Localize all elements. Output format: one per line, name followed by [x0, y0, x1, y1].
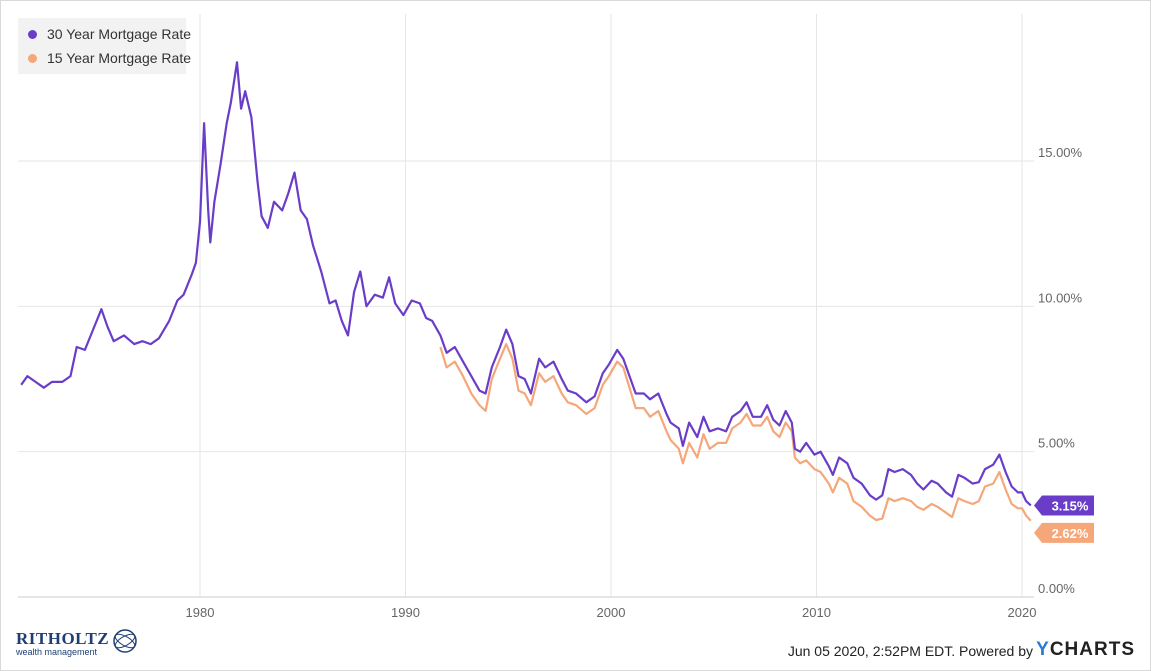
grid-lines: [18, 14, 1034, 598]
legend-dot-icon: [28, 53, 37, 63]
last-value-label: 3.15%: [1052, 498, 1089, 513]
x-tick-label: 1980: [186, 605, 215, 620]
y-axis-ticks: 0.00% 5.00% 10.00% 15.00%: [1038, 145, 1083, 596]
logo-subtitle: wealth management: [16, 647, 98, 657]
legend-item-15-year[interactable]: 15 Year Mortgage Rate: [28, 48, 191, 68]
x-axis-ticks: 1980 1990 2000 2010 2020: [186, 605, 1037, 620]
x-tick-label: 2020: [1008, 605, 1037, 620]
globe-logo-icon: [113, 629, 137, 653]
series-line-0: [20, 61, 1032, 507]
logo-name: RITHOLTZ: [16, 629, 110, 648]
ycharts-brand-y: Y: [1036, 639, 1050, 660]
legend-label: 30 Year Mortgage Rate: [47, 26, 191, 42]
legend-item-30-year[interactable]: 30 Year Mortgage Rate: [28, 24, 191, 44]
footer-timestamp: Jun 05 2020, 2:52PM EDT. Powered by: [787, 643, 1033, 659]
last-value-label: 2.62%: [1052, 526, 1089, 541]
legend-dot-icon: [28, 29, 37, 39]
x-tick-label: 2000: [597, 605, 626, 620]
y-tick-label: 0.00%: [1038, 581, 1075, 596]
series-line-1: [439, 343, 1032, 522]
legend-label: 15 Year Mortgage Rate: [47, 50, 191, 66]
last-value-badge: [1034, 495, 1094, 516]
series-lines: [20, 61, 1032, 522]
legend: 30 Year Mortgage Rate 15 Year Mortgage R…: [18, 18, 191, 74]
ritholtz-logo: RITHOLTZ wealth management: [14, 625, 144, 661]
ycharts-brand[interactable]: YCHARTS: [1036, 639, 1135, 661]
y-tick-label: 10.00%: [1038, 290, 1083, 305]
x-tick-label: 1990: [391, 605, 420, 620]
last-value-badges: 3.15% 2.62%: [1034, 495, 1094, 543]
y-tick-label: 15.00%: [1038, 145, 1083, 160]
x-tick-label: 2010: [802, 605, 831, 620]
ycharts-brand-rest: CHARTS: [1049, 639, 1135, 660]
last-value-badge: [1034, 522, 1094, 543]
y-tick-label: 5.00%: [1038, 436, 1075, 451]
